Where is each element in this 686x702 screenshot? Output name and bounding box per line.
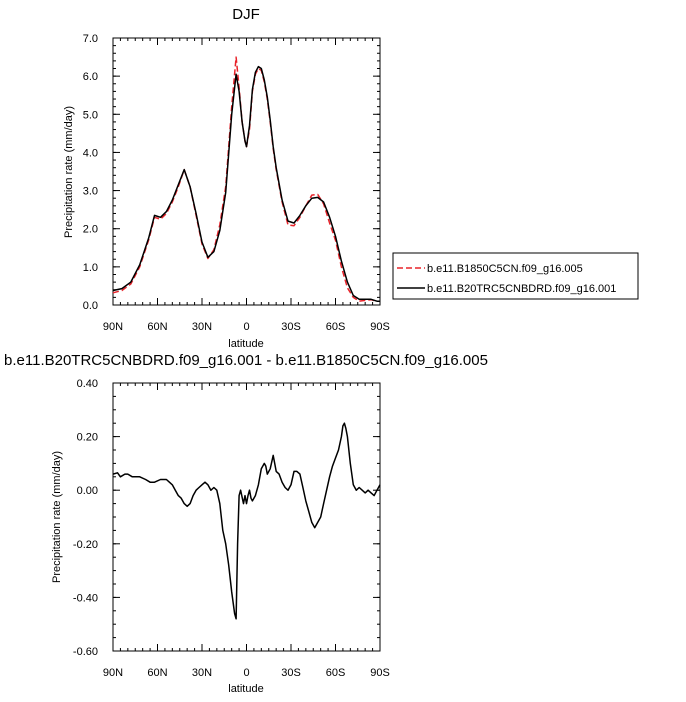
bottom-y-tick-label: -0.40 — [73, 592, 98, 604]
top-x-tick-label: 0 — [243, 321, 249, 333]
top-y-tick-label: 7.0 — [83, 33, 98, 45]
top-y-tick-label: 6.0 — [83, 71, 98, 83]
legend: b.e11.B1850C5CN.f09_g16.005 b.e11.B20TRC… — [392, 252, 639, 300]
legend-box — [392, 252, 639, 300]
bottom-plot-frame — [112, 382, 381, 652]
top-plot-frame — [112, 37, 381, 306]
top-y-tick-label: 0.0 — [83, 300, 98, 312]
bottom-x-tick-label: 60N — [147, 667, 167, 679]
legend-label-historical: b.e11.B20TRC5CNBDRD.f09_g16.001 — [427, 283, 616, 295]
legend-label-control: b.e11.B1850C5CN.f09_g16.005 — [427, 263, 583, 275]
bottom-plot-area: 90N 60N 30N 0 30S 60S 90S 0.40 0.20 0.00 -0.20 -0.4… — [73, 378, 390, 679]
bottom-y-tick-label: -0.20 — [73, 539, 98, 551]
top-x-axis-label: latitude — [228, 338, 263, 350]
top-x-tick-label: 30S — [281, 321, 301, 333]
top-x-tick-label: 60N — [147, 321, 167, 333]
bottom-y-axis-label: Precipitation rate (mm/day) — [51, 451, 63, 583]
top-y-axis-label: Precipitation rate (mm/day) — [63, 106, 75, 238]
bottom-x-tick-label: 90N — [103, 667, 123, 679]
bottom-x-tick-label: 60S — [326, 667, 346, 679]
top-y-tick-label: 3.0 — [83, 186, 98, 198]
bottom-x-tick-label: 0 — [243, 667, 249, 679]
top-series-line-0 — [112, 56, 380, 302]
top-x-tick-label: 60S — [326, 321, 346, 333]
bottom-x-tick-label: 30S — [281, 667, 301, 679]
bottom-y-tick-label: 0.00 — [77, 485, 98, 497]
bottom-series-line-0 — [112, 422, 381, 620]
bottom-y-tick-label: 0.40 — [77, 378, 98, 390]
top-x-tick-label: 90S — [370, 321, 390, 333]
top-series-line-1 — [112, 65, 380, 302]
top-y-tick-label: 2.0 — [83, 224, 98, 236]
top-x-tick-label: 30N — [192, 321, 212, 333]
bottom-chart-title: b.e11.B20TRC5CNBDRD.f09_g16.001 - b.e11.… — [4, 352, 488, 369]
bottom-x-axis-label: latitude — [228, 683, 263, 695]
top-y-tick-label: 4.0 — [83, 147, 98, 159]
bottom-y-tick-label: 0.20 — [77, 432, 98, 444]
bottom-x-tick-label: 90S — [370, 667, 390, 679]
top-y-tick-label: 5.0 — [83, 109, 98, 121]
top-y-tick-label: 1.0 — [83, 262, 98, 274]
top-chart-title: DJF — [232, 6, 260, 23]
top-plot-area: 90N 60N 30N 0 30S 60S 90S 0.0 1.0 2.0 3.0 4.0 5.0 6.0… — [83, 33, 390, 333]
bottom-y-tick-label: -0.60 — [73, 646, 98, 658]
top-x-tick-label: 90N — [103, 321, 123, 333]
bottom-x-tick-label: 30N — [192, 667, 212, 679]
